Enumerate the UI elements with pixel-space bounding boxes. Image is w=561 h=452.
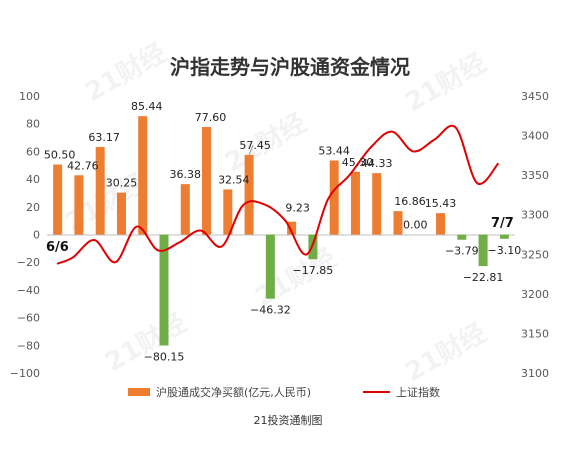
left-axis: −100 −80 −60 −40 −20 0 20 40 60 80 100 (10, 90, 40, 380)
left-tick-label: 80 (26, 118, 40, 131)
bar (287, 221, 297, 235)
bar-data-label: −17.85 (293, 264, 334, 277)
left-tick-label: 20 (26, 201, 40, 214)
bar-data-label: 63.17 (88, 131, 120, 144)
left-tick-label: 100 (19, 90, 40, 103)
watermark: 21财经 (400, 47, 492, 118)
left-tick-label: 0 (33, 229, 40, 242)
bar-data-label: 44.33 (361, 157, 393, 170)
bar-data-label: 77.60 (195, 111, 227, 124)
bar-data-label: 32.54 (218, 173, 250, 186)
right-tick-label: 3100 (521, 367, 549, 380)
bar (223, 189, 233, 235)
watermark: 21财经 (100, 307, 192, 378)
bar-data-label: −80.15 (144, 351, 185, 364)
watermark: 21财经 (250, 242, 342, 313)
bar (159, 234, 169, 346)
bar-data-label: −46.32 (250, 304, 291, 317)
bar (244, 154, 254, 235)
right-tick-label: 3200 (521, 288, 549, 301)
bar-data-label: 42.76 (67, 159, 99, 172)
bar (329, 160, 339, 235)
bar-data-label: −3.79 (445, 245, 479, 258)
right-tick-label: 3400 (521, 130, 549, 143)
left-tick-label: −80 (17, 339, 40, 352)
bar-data-label: 30.25 (106, 177, 138, 190)
bar (350, 171, 360, 235)
date-label-start: 6/6 (46, 240, 69, 255)
bar-data-label: 53.44 (318, 144, 350, 157)
left-tick-label: −60 (17, 312, 40, 325)
bar-data-label: 0.00 (403, 219, 428, 232)
right-tick-label: 3150 (521, 327, 549, 340)
bar-data-label: 9.23 (285, 202, 310, 215)
line-path (56, 124, 500, 265)
bar (180, 184, 190, 235)
right-tick-label: 3350 (521, 169, 549, 182)
bar-data-label: 85.44 (131, 100, 163, 113)
legend: 沪股通成交净买额(亿元,人民币) 上证指数 (128, 385, 440, 399)
watermark: 21财经 (400, 317, 492, 388)
right-tick-label: 3300 (521, 209, 549, 222)
left-tick-label: 60 (26, 145, 40, 158)
bar (499, 234, 509, 239)
line-series (56, 124, 500, 265)
left-tick-label: −100 (10, 367, 40, 380)
bar (116, 192, 126, 235)
bar (138, 116, 148, 235)
bar (436, 213, 446, 235)
right-axis: 3100 3150 3200 3250 3300 3350 3400 3450 (521, 90, 549, 380)
label-leader-line (248, 144, 254, 156)
bar (53, 164, 63, 235)
left-tick-label: −40 (17, 284, 40, 297)
bar (95, 147, 105, 235)
bar-data-label: 45.30 (342, 156, 374, 169)
bar (372, 173, 382, 235)
right-tick-label: 3250 (521, 248, 549, 261)
bar-data-label: 36.38 (170, 168, 202, 181)
bar (265, 234, 275, 299)
right-tick-label: 3450 (521, 90, 549, 103)
bar (478, 234, 488, 267)
bar (457, 234, 467, 240)
bar (202, 127, 212, 235)
bar (393, 211, 403, 235)
date-label-end: 7/7 (491, 216, 514, 231)
bar-data-label: −3.10 (488, 244, 522, 257)
bar-data-label: −22.81 (463, 271, 504, 284)
left-tick-label: −20 (17, 256, 40, 269)
legend-bar-swatch (128, 388, 150, 396)
bar-data-label: 57.45 (239, 139, 271, 152)
legend-line-label: 上证指数 (396, 385, 440, 399)
bar (74, 175, 84, 235)
chart-title: 沪指走势与沪股通资金情况 (170, 55, 410, 79)
bar-data-label: 15.43 (425, 197, 457, 210)
watermark: 21财经 (80, 37, 172, 108)
left-tick-label: 40 (26, 173, 40, 186)
bar-data-label: 16.86 (394, 195, 426, 208)
legend-bar-label: 沪股通成交净买额(亿元,人民币) (156, 385, 311, 399)
bar-data-label: 50.50 (44, 149, 76, 162)
source-note: 21投资通制图 (254, 413, 323, 427)
